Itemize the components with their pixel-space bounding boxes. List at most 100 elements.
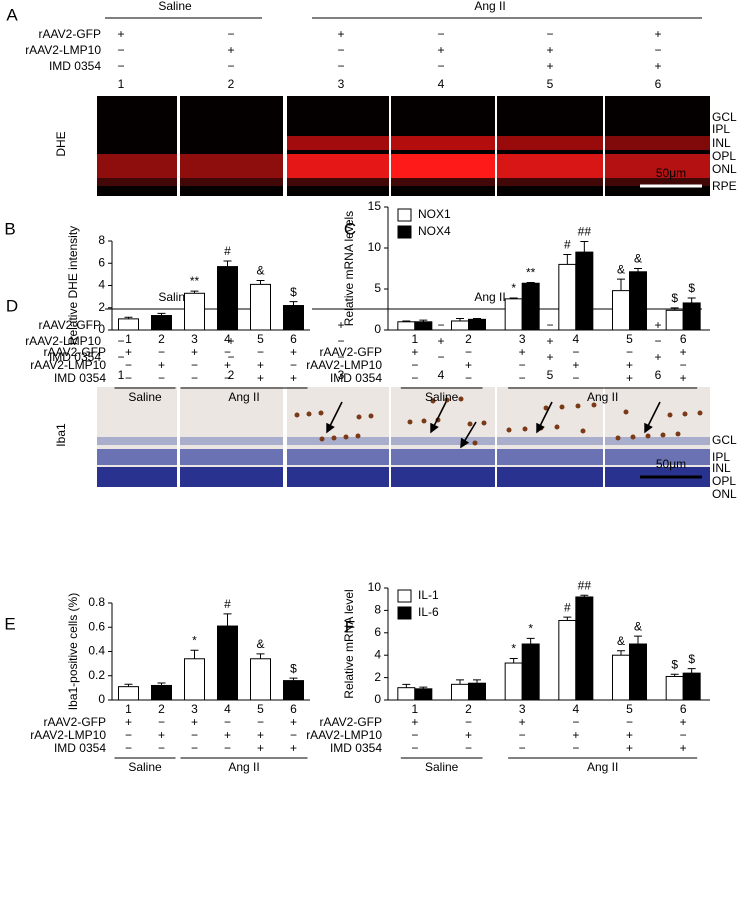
significance-mark: $: [688, 652, 695, 666]
treatment-sign: +: [257, 741, 264, 755]
error-bar: [580, 594, 589, 597]
error-bar: [190, 290, 199, 294]
legend-swatch: [397, 606, 412, 620]
treatment-sign: −: [117, 43, 124, 57]
arrow: [460, 421, 477, 449]
cell: [623, 409, 629, 415]
treatment-label: IMD 0354: [54, 741, 106, 755]
cell: [318, 410, 324, 416]
treatment-sign: +: [257, 358, 264, 372]
band: [605, 178, 710, 186]
treatment-sign: −: [626, 715, 633, 729]
group-label: Ang II: [587, 390, 618, 404]
layer-label: ONL: [712, 487, 737, 501]
x-tick-label: 2: [158, 332, 165, 346]
treatment-label: IMD 0354: [330, 371, 382, 385]
treatment-sign: −: [227, 27, 234, 41]
treatment-sign: −: [465, 715, 472, 729]
scale-bar-label: 50μm: [656, 166, 686, 180]
bar: [283, 305, 304, 331]
y-tick-label: 0: [98, 322, 105, 336]
bar: [575, 251, 594, 331]
treatment-sign: +: [437, 334, 444, 348]
x-tick-label: 4: [224, 702, 231, 716]
micrograph: [497, 387, 603, 487]
treatment-sign: −: [224, 345, 231, 359]
significance-mark: #: [564, 238, 571, 252]
significance-mark: $: [290, 285, 297, 299]
cell: [660, 432, 666, 438]
error-bar: [157, 682, 166, 686]
layer-label: OPL: [712, 149, 736, 163]
cell: [472, 440, 478, 446]
group-label: Ang II: [474, 0, 505, 13]
x-tick-label: 6: [680, 702, 687, 716]
error-bar: [456, 318, 464, 321]
band: [97, 437, 177, 445]
significance-mark: $: [290, 661, 297, 675]
error-bar: [509, 658, 518, 664]
bar: [682, 302, 701, 331]
significance-mark: &: [634, 252, 642, 266]
treatment-sign: −: [519, 741, 526, 755]
error-bar: [617, 278, 625, 291]
bar: [397, 321, 416, 331]
cell: [506, 427, 512, 433]
y-tick-label: 5: [374, 281, 381, 295]
error-bar: [473, 318, 481, 320]
y-tick-label: 6: [374, 625, 381, 639]
bar: [468, 318, 486, 331]
y-tick-label: 2: [374, 670, 381, 684]
treatment-label: IMD 0354: [54, 371, 106, 385]
cell: [580, 428, 586, 434]
treatment-sign: +: [337, 27, 344, 41]
bar: [118, 686, 139, 701]
significance-mark: $: [671, 291, 678, 305]
cell: [481, 420, 487, 426]
treatment-sign: −: [125, 728, 132, 742]
micrograph: [497, 96, 603, 196]
layer-label: GCL: [712, 110, 737, 124]
cell: [697, 410, 703, 416]
treatment-sign: +: [546, 334, 553, 348]
treatment-sign: −: [572, 715, 579, 729]
error-bar: [456, 679, 464, 685]
x-tick-label: 1: [125, 332, 132, 346]
micrograph: [180, 96, 283, 196]
bar: [414, 688, 433, 701]
x-tick-label: 3: [519, 702, 526, 716]
band: [287, 154, 389, 178]
band: [497, 437, 603, 445]
significance-mark: **: [526, 266, 536, 280]
bar: [682, 672, 701, 701]
band: [97, 178, 177, 186]
band: [497, 449, 603, 465]
micrograph: [605, 387, 710, 487]
panel-label: B: [4, 219, 15, 238]
cell: [458, 396, 464, 402]
treatment-sign: +: [654, 27, 661, 41]
arrow: [326, 401, 343, 434]
bar: [151, 315, 172, 331]
layer-label: OPL: [712, 474, 736, 488]
bar: [521, 282, 540, 331]
treatment-label: rAAV2-LMP10: [25, 43, 101, 57]
cell: [355, 433, 361, 439]
error-bar: [124, 683, 133, 687]
y-tick-label: 0.8: [88, 595, 105, 609]
treatment-sign: +: [680, 715, 687, 729]
treatment-sign: −: [654, 43, 661, 57]
cell: [343, 434, 349, 440]
treatment-sign: +: [626, 371, 633, 385]
y-tick-label: 8: [98, 233, 105, 247]
treatment-label: rAAV2-LMP10: [306, 358, 382, 372]
band: [391, 449, 495, 465]
error-bar: [124, 316, 133, 319]
treatment-sign: +: [227, 334, 234, 348]
group-label: Saline: [425, 760, 459, 774]
bar: [575, 596, 594, 701]
lane-number: 3: [338, 368, 345, 382]
band: [605, 437, 710, 445]
significance-mark: #: [224, 597, 231, 611]
y-tick-label: 0: [374, 692, 381, 706]
